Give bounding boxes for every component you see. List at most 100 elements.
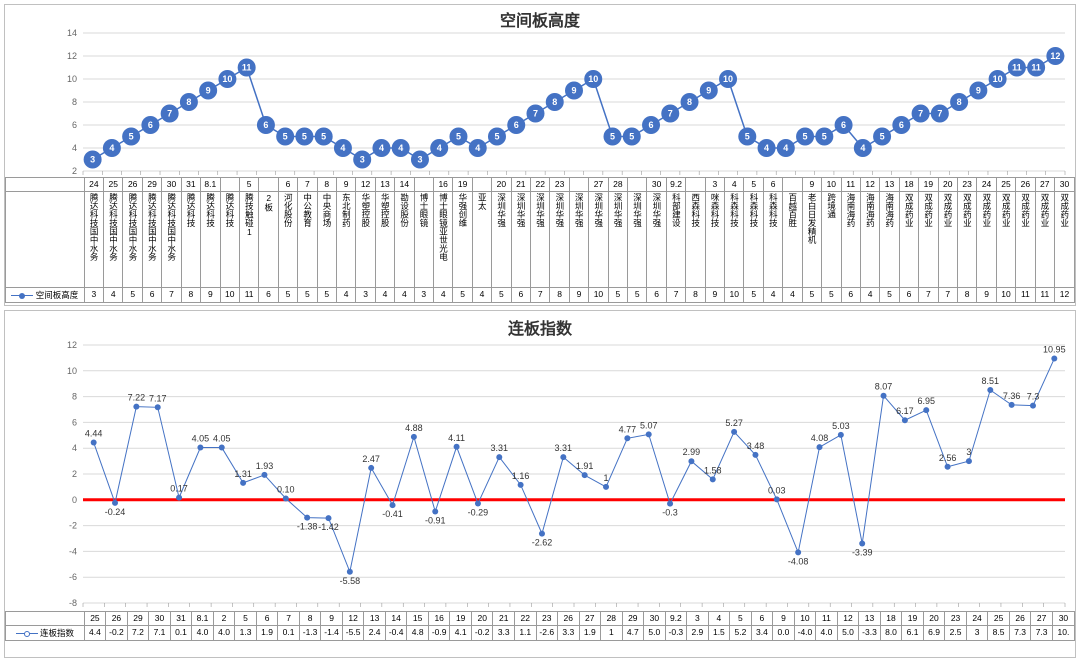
value-cell: 2.9 <box>687 626 709 641</box>
x-date <box>686 178 705 192</box>
x-date: 6 <box>763 178 782 192</box>
svg-text:7.22: 7.22 <box>128 393 146 403</box>
x-date: 4 <box>725 178 744 192</box>
value-cell: 1.5 <box>708 626 730 641</box>
value-cell: 1.3 <box>235 626 257 641</box>
x-date: 3 <box>705 178 724 192</box>
x-date: 27 <box>579 612 601 626</box>
x-date: 10 <box>794 612 816 626</box>
x-date: 8.1 <box>201 178 220 192</box>
value-cell: 4.1 <box>450 626 472 641</box>
bottom-chart-panel: 连板指数 -8-6-4-20246810124.44-0.247.227.170… <box>4 310 1076 658</box>
value-cell: -4.0 <box>794 626 816 641</box>
x-date <box>414 178 433 192</box>
value-cell: 0.1 <box>278 626 300 641</box>
x-date: 27 <box>1031 612 1053 626</box>
svg-text:10: 10 <box>67 366 77 376</box>
x-name: 科森科技 <box>725 192 744 288</box>
svg-text:8: 8 <box>687 97 692 107</box>
value-cell: 5 <box>880 288 899 303</box>
value-cell: 5 <box>123 288 142 303</box>
svg-text:5: 5 <box>494 132 499 142</box>
x-date: 15 <box>407 612 429 626</box>
x-name: 2板 <box>259 192 278 288</box>
svg-text:2.56: 2.56 <box>939 453 957 463</box>
x-name: 双成药业 <box>957 192 976 288</box>
value-cell: 10 <box>220 288 239 303</box>
svg-text:-5.58: -5.58 <box>340 576 361 586</box>
x-date: 31 <box>181 178 200 192</box>
x-name: 腾达科技国中水务 <box>104 192 123 288</box>
svg-text:3: 3 <box>966 447 971 457</box>
x-date: 16 <box>428 612 450 626</box>
x-date: 30 <box>644 612 666 626</box>
svg-text:4: 4 <box>783 143 788 153</box>
value-cell: 5 <box>802 288 821 303</box>
svg-text:5: 5 <box>321 132 326 142</box>
value-cell: 7.3 <box>1031 626 1053 641</box>
svg-text:10: 10 <box>993 74 1003 84</box>
x-date: 19 <box>453 178 472 192</box>
x-date: 22 <box>514 612 536 626</box>
x-date: 8 <box>317 178 336 192</box>
x-name: 老白日发精机 <box>802 192 821 288</box>
x-date: 5 <box>730 612 752 626</box>
x-date: 26 <box>1009 612 1031 626</box>
x-date: 9 <box>773 612 795 626</box>
value-cell: 9 <box>705 288 724 303</box>
svg-text:-0.29: -0.29 <box>468 508 489 518</box>
svg-text:10: 10 <box>222 74 232 84</box>
x-date: 20 <box>938 178 957 192</box>
value-cell: 12 <box>1054 288 1074 303</box>
x-date: 2 <box>213 612 235 626</box>
svg-text:8: 8 <box>957 97 962 107</box>
x-date: 9.2 <box>666 178 685 192</box>
value-cell: 2.4 <box>364 626 386 641</box>
x-date: 24 <box>84 178 103 192</box>
value-cell: 3 <box>966 626 988 641</box>
svg-text:4.05: 4.05 <box>213 434 231 444</box>
page: 空间板高度 2468101214345678910116555434434545… <box>0 0 1080 664</box>
x-name: 亚太 <box>472 192 491 288</box>
x-date: 23 <box>536 612 558 626</box>
svg-text:1.31: 1.31 <box>234 469 252 479</box>
value-cell: -0.2 <box>471 626 493 641</box>
x-date: 7 <box>278 612 300 626</box>
x-name: 西森科技 <box>686 192 705 288</box>
svg-text:0.17: 0.17 <box>170 484 188 494</box>
value-cell: -0.2 <box>106 626 128 641</box>
value-cell: -2.6 <box>536 626 558 641</box>
svg-text:7: 7 <box>937 109 942 119</box>
x-date: 12 <box>837 612 859 626</box>
x-date: 12 <box>860 178 879 192</box>
svg-text:5: 5 <box>283 132 288 142</box>
value-cell: 5 <box>453 288 472 303</box>
svg-text:4.88: 4.88 <box>405 423 423 433</box>
svg-text:4.44: 4.44 <box>85 429 103 439</box>
top-chart-panel: 空间板高度 2468101214345678910116555434434545… <box>4 4 1076 306</box>
svg-text:-0.24: -0.24 <box>105 507 126 517</box>
value-cell: 8 <box>181 288 200 303</box>
svg-text:4: 4 <box>860 143 865 153</box>
svg-text:9: 9 <box>976 86 981 96</box>
value-cell: 8 <box>686 288 705 303</box>
x-name: 勘设股份 <box>395 192 414 288</box>
value-cell: 4 <box>783 288 802 303</box>
svg-text:7.17: 7.17 <box>149 393 167 403</box>
x-date <box>628 178 647 192</box>
svg-text:1.93: 1.93 <box>256 461 274 471</box>
value-cell: 4 <box>395 288 414 303</box>
x-name: 腾达科技国中水务 <box>123 192 142 288</box>
x-date: 6 <box>751 612 773 626</box>
value-cell: 4 <box>860 288 879 303</box>
x-date: 3 <box>687 612 709 626</box>
x-date: 25 <box>84 612 106 626</box>
x-date: 23 <box>550 178 569 192</box>
svg-text:3.48: 3.48 <box>747 441 765 451</box>
value-cell: 6 <box>511 288 530 303</box>
x-date: 13 <box>880 178 899 192</box>
x-name: 跨境通 <box>822 192 841 288</box>
x-name: 腾达科技国中水务 <box>84 192 103 288</box>
x-date: 26 <box>558 612 580 626</box>
value-cell: 11 <box>239 288 258 303</box>
